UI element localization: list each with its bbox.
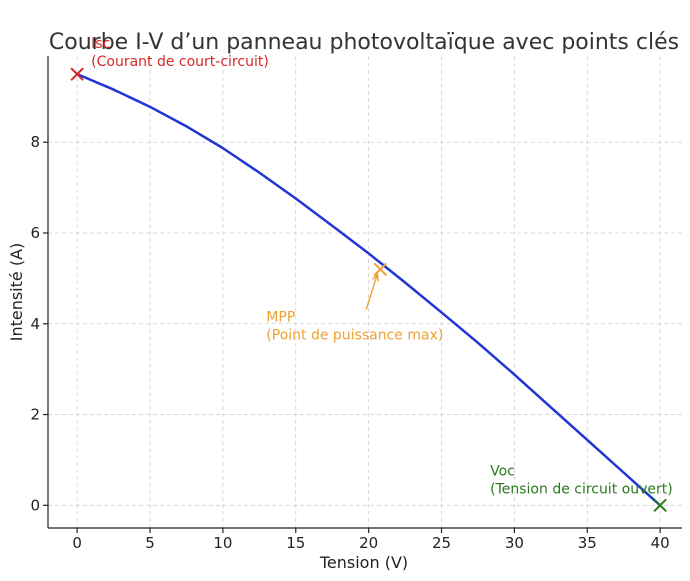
voc-annotation-line-1: (Tension de circuit ouvert) (490, 481, 673, 497)
x-tick-label-30: 30 (505, 534, 524, 552)
y-tick-label-0: 0 (30, 496, 40, 514)
mpp-annotation-arrow (365, 274, 378, 310)
mpp-annotation-arrowhead (371, 272, 380, 282)
voc-marker (653, 498, 667, 513)
series-layer (75, 72, 662, 507)
chart-title: Courbe I-V d’un panneau photovoltaïque a… (49, 30, 679, 55)
x-tick-label-20: 20 (359, 534, 378, 552)
mpp-annotation-line-0: MPP (266, 309, 295, 325)
y-tick-label-8: 8 (30, 133, 40, 151)
voc-annotation-line-0: Voc (490, 463, 515, 479)
isc-marker (70, 67, 84, 81)
x-tick-label-25: 25 (432, 534, 451, 552)
mpp-marker-stroke-b (373, 262, 388, 277)
series-line-0 (75, 72, 662, 507)
labels-layer: Courbe I-V d’un panneau photovoltaïque a… (7, 30, 679, 572)
mpp-annotation-line-1: (Point de puissance max) (266, 327, 443, 343)
y-tick-label-2: 2 (30, 406, 40, 424)
voc-marker-stroke-b (653, 498, 667, 513)
x-tick-label-5: 5 (145, 534, 155, 552)
x-tick-label-40: 40 (651, 534, 670, 552)
x-tick-label-35: 35 (578, 534, 597, 552)
grid-layer (48, 56, 682, 528)
y-tick-label-6: 6 (30, 224, 40, 242)
x-tick-label-15: 15 (286, 534, 305, 552)
x-axis-title: Tension (V) (319, 553, 408, 572)
isc-annotation-line-0: Isc (91, 36, 110, 52)
mpp-marker (373, 262, 388, 277)
isc-marker-stroke-b (70, 67, 84, 81)
y-axis-title: Intensité (A) (7, 243, 26, 342)
x-tick-label-10: 10 (213, 534, 232, 552)
x-tick-label-0: 0 (72, 534, 82, 552)
axes-layer: 0 5 10 15 20 25 30 35 40 0 2 4 6 8 (30, 56, 682, 552)
points-layer (70, 67, 667, 513)
isc-annotation-line-1: (Courant de court-circuit) (91, 54, 269, 70)
y-tick-label-4: 4 (30, 315, 40, 333)
